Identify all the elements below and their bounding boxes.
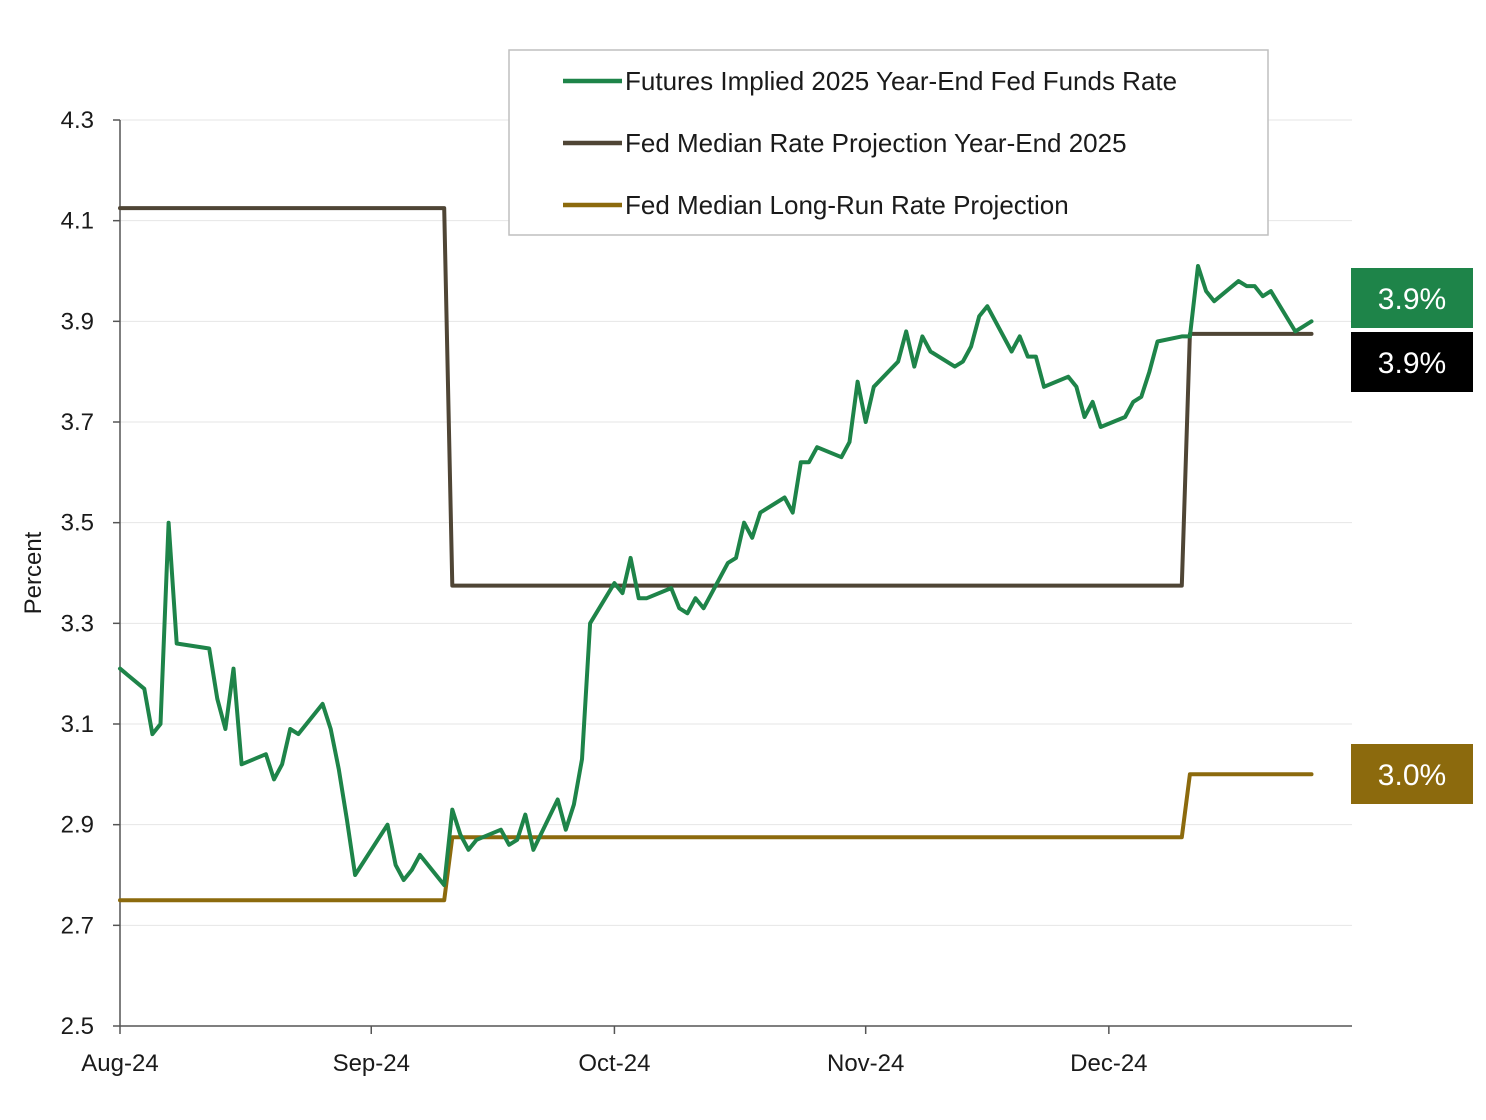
y-tick-label: 2.7 xyxy=(61,912,94,939)
end-value-badge xyxy=(1351,332,1473,392)
end-value-badge xyxy=(1351,268,1473,328)
legend-box xyxy=(508,49,1269,236)
end-value-label: 3.9% xyxy=(1378,283,1446,316)
x-tick-label: Sep-24 xyxy=(333,1050,410,1077)
y-tick-label: 3.5 xyxy=(61,510,94,537)
y-tick-label: 3.7 xyxy=(61,409,94,436)
y-tick-label: 4.1 xyxy=(61,208,94,235)
axes: 2.5 2.7 2.9 3.1 3.3 3.5 3.7 3.9 4.1 4.3 Aug-24 Sep-… xyxy=(20,107,1352,1077)
series-line-3 xyxy=(118,772,1314,903)
end-value-label: 3.0% xyxy=(1378,759,1446,792)
x-tick-label: Nov-24 xyxy=(827,1050,904,1077)
legend: Futures Implied 2025 Year-End Fed Funds … xyxy=(508,49,1269,236)
series-line-1 xyxy=(118,264,1314,888)
legend-entry-label: Futures Implied 2025 Year-End Fed Funds … xyxy=(625,66,1177,96)
end-value-badge xyxy=(1351,744,1473,804)
gridlines xyxy=(120,119,1352,926)
y-tick-label: 3.9 xyxy=(61,308,94,335)
series-line-2 xyxy=(118,206,1314,588)
legend-entry-label: Fed Median Rate Projection Year-End 2025 xyxy=(625,128,1127,158)
y-tick-label: 2.5 xyxy=(61,1013,94,1040)
y-tick-label: 3.3 xyxy=(61,610,94,637)
x-tick-label: Dec-24 xyxy=(1070,1050,1147,1077)
legend-entry-label: Fed Median Long-Run Rate Projection xyxy=(625,190,1069,220)
end-value-label: 3.9% xyxy=(1378,347,1446,380)
x-tick-label: Aug-24 xyxy=(81,1050,158,1077)
end-labels: 3.9% 3.9% 3.0% xyxy=(1351,268,1473,804)
y-tick-label: 2.9 xyxy=(61,812,94,839)
x-tick-label: Oct-24 xyxy=(578,1050,650,1077)
y-tick-label: 3.1 xyxy=(61,711,94,738)
series-lines xyxy=(118,206,1314,903)
y-axis-title: Percent xyxy=(20,531,47,614)
y-tick-label: 4.3 xyxy=(61,107,94,134)
